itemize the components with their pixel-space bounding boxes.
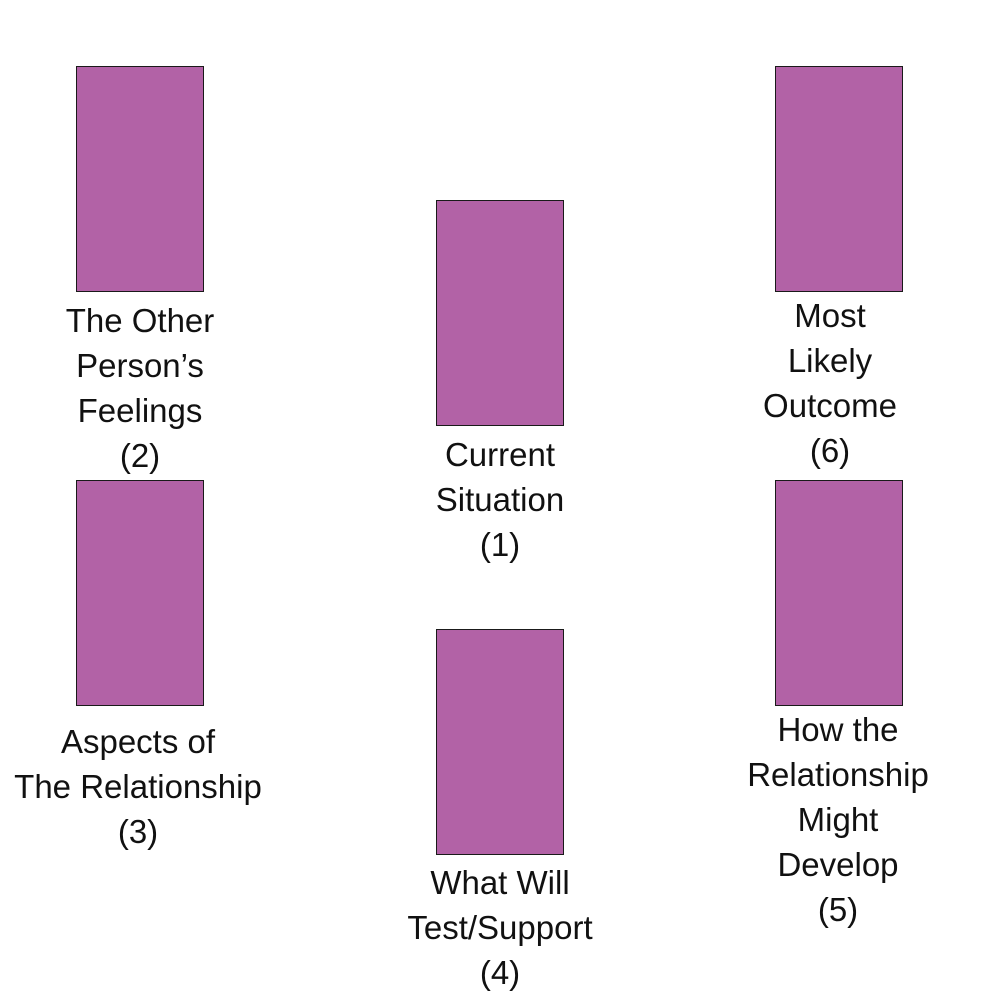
- label-line: Aspects of: [60, 723, 216, 760]
- label-line: Might: [797, 801, 879, 838]
- label-line: The Other: [65, 302, 215, 339]
- label-position-1: Current Situation (1): [350, 432, 650, 567]
- card-position-1: [436, 200, 564, 426]
- label-line: (5): [817, 891, 859, 928]
- label-line: (4): [479, 954, 521, 991]
- label-line: Relationship: [747, 756, 929, 793]
- label-line: What Will: [430, 864, 570, 901]
- label-line: The Relationship: [14, 768, 262, 805]
- card-position-3: [76, 480, 204, 706]
- card-position-2: [76, 66, 204, 292]
- label-line: Person’s: [76, 347, 204, 384]
- label-line: (2): [119, 437, 161, 474]
- label-line: Develop: [777, 846, 899, 883]
- label-line: Most: [794, 297, 866, 334]
- label-line: Situation: [435, 481, 565, 518]
- card-position-6: [775, 66, 903, 292]
- label-position-3: Aspects of The Relationship (3): [0, 719, 288, 854]
- label-position-4: What Will Test/Support (4): [350, 860, 650, 995]
- label-line: Test/Support: [407, 909, 593, 946]
- card-position-4: [436, 629, 564, 855]
- label-position-5: How the Relationship Might Develop (5): [688, 707, 988, 932]
- label-line: Likely: [787, 342, 873, 379]
- label-line: (1): [479, 526, 521, 563]
- label-position-2: The Other Person’s Feelings (2): [0, 298, 290, 478]
- label-line: Current: [444, 436, 556, 473]
- label-line: (3): [117, 813, 159, 850]
- label-line: Feelings: [77, 392, 203, 429]
- label-line: (6): [809, 432, 851, 469]
- label-position-6: Most Likely Outcome (6): [680, 293, 980, 473]
- label-line: How the: [777, 711, 899, 748]
- label-line: Outcome: [763, 387, 897, 424]
- card-position-5: [775, 480, 903, 706]
